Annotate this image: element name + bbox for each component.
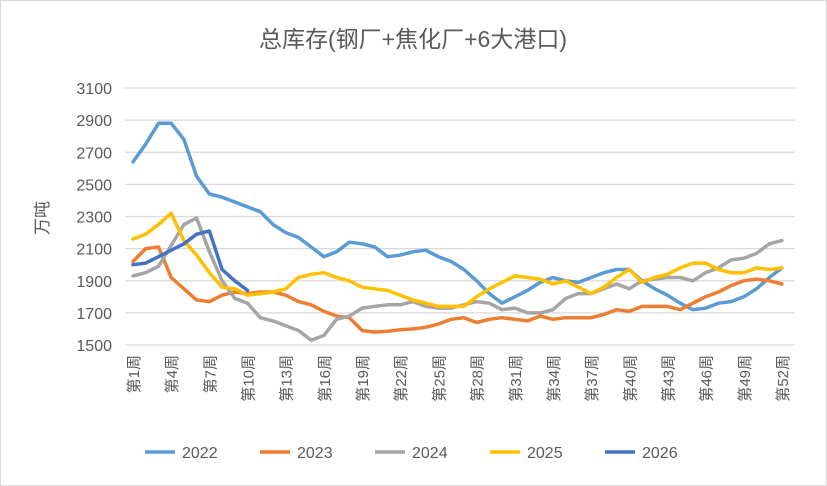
x-tick-label: 第19周 <box>354 355 372 402</box>
y-tick-label: 2500 <box>76 177 112 194</box>
y-tick-label: 2900 <box>76 113 112 130</box>
y-tick-label: 1500 <box>76 338 112 355</box>
y-tick-label: 1900 <box>76 274 112 291</box>
x-tick-label: 第37周 <box>583 355 601 402</box>
x-tick-label: 第4周 <box>163 355 181 393</box>
x-tick-label: 第46周 <box>698 355 716 402</box>
y-tick-label: 2700 <box>76 145 112 162</box>
series-line-2026 <box>131 229 250 293</box>
x-tick-label: 第31周 <box>507 355 525 402</box>
series-line-2022 <box>131 121 784 312</box>
x-tick-label: 第1周 <box>125 355 143 393</box>
y-tick-label: 3100 <box>76 81 112 98</box>
legend-label: 2026 <box>642 445 678 462</box>
x-tick-label: 第25周 <box>430 355 448 402</box>
x-tick-label: 第34周 <box>545 355 563 402</box>
y-tick-label: 2100 <box>76 242 112 259</box>
x-tick-label: 第52周 <box>774 355 792 402</box>
x-tick-label: 第43周 <box>659 355 677 402</box>
chart-title: 总库存(钢厂+焦化厂+6大港口) <box>259 26 567 52</box>
legend-label: 2023 <box>297 445 333 462</box>
legend-label: 2024 <box>412 445 448 462</box>
y-axis-label: 万吨 <box>33 201 52 235</box>
y-tick-label: 1700 <box>76 306 112 323</box>
x-tick-label: 第40周 <box>621 355 639 402</box>
legend-label: 2025 <box>527 445 563 462</box>
x-tick-label: 第49周 <box>736 355 754 402</box>
legend-label: 2022 <box>182 445 218 462</box>
x-tick-label: 第28周 <box>469 355 487 402</box>
x-tick-label: 第22周 <box>392 355 410 402</box>
x-tick-label: 第13周 <box>278 355 296 402</box>
y-tick-label: 2300 <box>76 210 112 227</box>
x-tick-label: 第7周 <box>201 355 219 393</box>
x-tick-label: 第10周 <box>240 355 258 402</box>
x-tick-label: 第16周 <box>316 355 334 402</box>
series-line-2025 <box>131 211 784 309</box>
